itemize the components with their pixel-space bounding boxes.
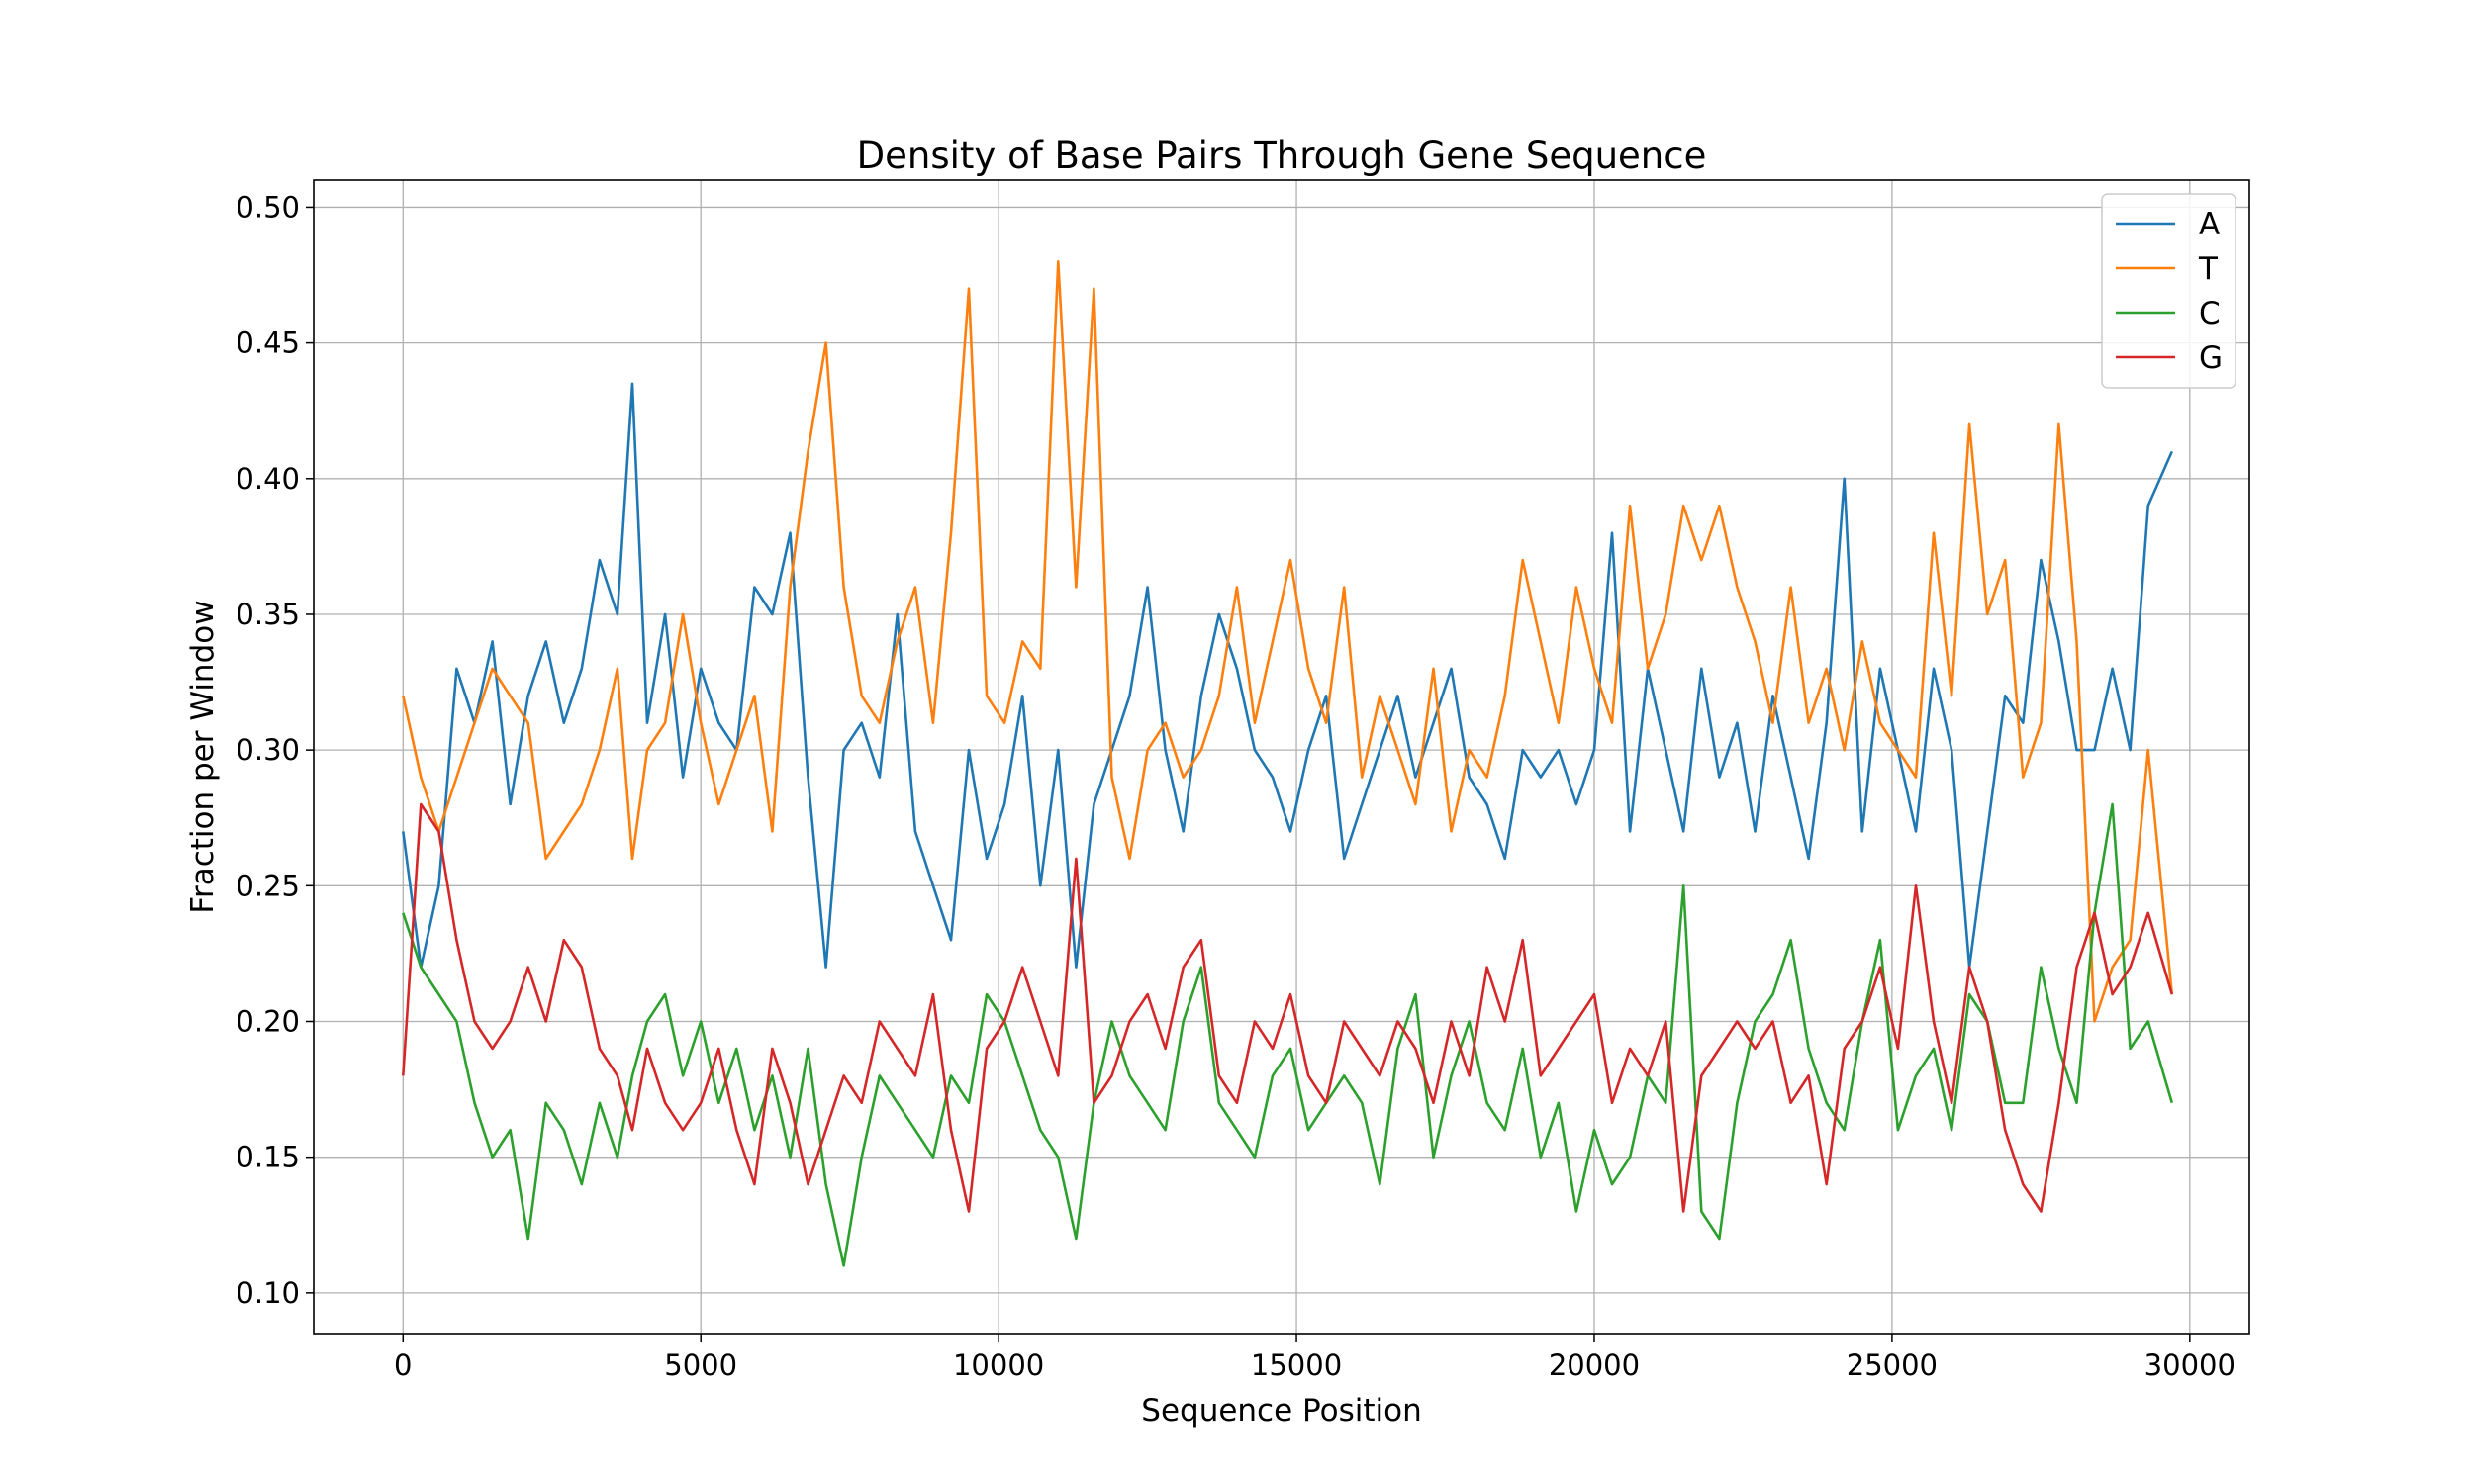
y-tick-label: 0.35 xyxy=(236,598,300,631)
series-line-A xyxy=(402,382,2173,969)
y-axis-label: Fraction per Window xyxy=(185,600,221,913)
chart-title: Density of Base Pairs Through Gene Seque… xyxy=(857,135,1707,177)
x-tick-label: 20000 xyxy=(1549,1348,1640,1382)
y-tick-label: 0.30 xyxy=(236,733,300,767)
x-tick-label: 30000 xyxy=(2144,1348,2236,1382)
y-tick-label: 0.40 xyxy=(236,462,300,496)
y-tick-label: 0.50 xyxy=(236,190,300,224)
series-line-T xyxy=(402,259,2174,1023)
x-tick-label: 25000 xyxy=(1847,1348,1938,1382)
legend-label-T: T xyxy=(2198,251,2219,287)
series-lines xyxy=(402,259,2174,1267)
legend-label-A: A xyxy=(2199,207,2220,242)
x-axis-label: Sequence Position xyxy=(1141,1393,1421,1429)
legend-label-C: C xyxy=(2199,296,2221,331)
x-tick-label: 0 xyxy=(394,1348,412,1382)
y-tick-label: 0.45 xyxy=(236,326,300,360)
series-line-C xyxy=(402,802,2174,1267)
y-tick-label: 0.15 xyxy=(236,1141,300,1174)
x-tick-label: 5000 xyxy=(664,1348,737,1382)
y-tick-label: 0.20 xyxy=(236,1004,300,1038)
series-line-G xyxy=(402,802,2174,1213)
y-tick-label: 0.10 xyxy=(236,1276,300,1310)
legend-box xyxy=(2101,193,2236,389)
legend-label-G: G xyxy=(2199,340,2223,376)
x-tick-label: 10000 xyxy=(953,1348,1044,1382)
x-tick-label: 15000 xyxy=(1251,1348,1342,1382)
y-tick-label: 0.25 xyxy=(236,869,300,902)
axis-ticks: 0 5000 10000 15000 20000 25000 30000 0.10 0.15 0.… xyxy=(236,190,2236,1382)
plot-frame xyxy=(313,179,2250,1335)
